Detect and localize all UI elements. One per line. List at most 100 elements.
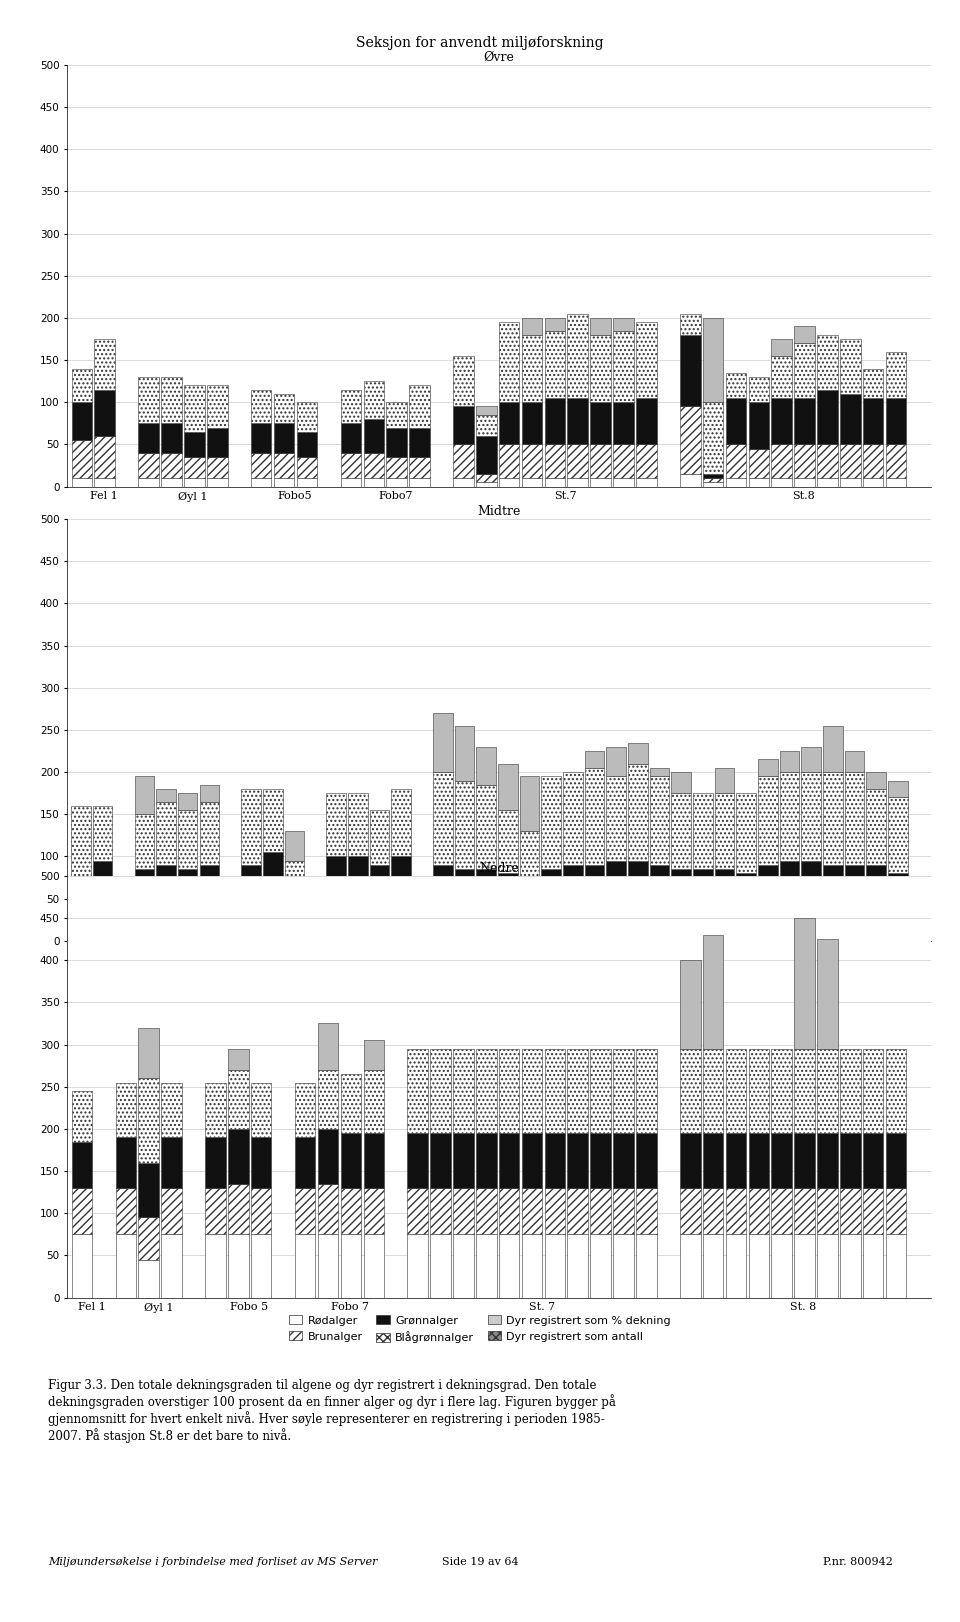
Bar [295, 1187, 316, 1234]
Bar [499, 402, 519, 444]
Bar [802, 746, 821, 772]
Bar [178, 793, 198, 809]
Bar [318, 1071, 338, 1129]
Bar [772, 355, 792, 397]
Bar [780, 915, 800, 941]
Bar [499, 1234, 519, 1298]
Bar [613, 1234, 634, 1298]
Bar [541, 777, 561, 869]
Bar [409, 428, 430, 457]
Bar [341, 1187, 361, 1234]
Bar [392, 856, 411, 912]
Bar [671, 869, 691, 915]
Bar [636, 1234, 657, 1298]
Bar [161, 478, 181, 487]
Bar [326, 856, 346, 912]
Bar [161, 376, 181, 423]
Bar [680, 960, 701, 1049]
Title: Midtre: Midtre [477, 504, 521, 517]
Bar [455, 780, 474, 869]
Bar [519, 882, 540, 915]
Bar [886, 1049, 906, 1134]
Bar [285, 925, 304, 941]
Bar [817, 389, 838, 444]
Bar [680, 313, 701, 334]
Bar [715, 767, 734, 793]
Bar [613, 1049, 634, 1134]
Bar [590, 1134, 611, 1187]
Bar [772, 444, 792, 478]
Bar [867, 772, 886, 788]
Bar [567, 397, 588, 444]
Bar [840, 1049, 860, 1134]
Bar [650, 865, 669, 915]
Bar [178, 809, 198, 869]
Bar [138, 423, 159, 453]
Bar [736, 873, 756, 915]
Bar [590, 444, 611, 478]
Bar [263, 912, 282, 941]
Bar [863, 1049, 883, 1134]
Bar [726, 397, 746, 444]
Bar [817, 1134, 838, 1187]
Bar [736, 793, 756, 873]
Bar [703, 1187, 724, 1234]
Bar [476, 407, 496, 415]
Bar [749, 402, 769, 449]
Bar [251, 453, 272, 478]
Bar [407, 1134, 428, 1187]
Bar [433, 915, 452, 941]
Bar [430, 1134, 451, 1187]
Bar [364, 1134, 384, 1187]
Bar [156, 912, 176, 941]
Bar [567, 444, 588, 478]
Bar [845, 865, 864, 915]
Bar [726, 1134, 746, 1187]
Bar [802, 772, 821, 861]
Bar [274, 423, 295, 453]
Bar [693, 793, 712, 869]
Bar [544, 1134, 565, 1187]
Bar [251, 423, 272, 453]
Bar [263, 852, 282, 912]
Bar [72, 368, 92, 402]
Bar [544, 1234, 565, 1298]
Bar [207, 386, 228, 428]
Bar [200, 865, 219, 912]
Bar [541, 915, 561, 941]
Bar [823, 865, 843, 915]
Bar [364, 478, 384, 487]
Bar [93, 806, 112, 861]
Bar [888, 798, 907, 873]
Bar [522, 1187, 542, 1234]
Bar [636, 478, 657, 487]
Bar [274, 394, 295, 423]
Bar [455, 869, 474, 915]
Bar [453, 407, 473, 444]
Bar [453, 1234, 473, 1298]
Bar [749, 376, 769, 402]
Text: Figur 3.3. Den totale dekningsgraden til algene og dyr registrert i dekningsgrad: Figur 3.3. Den totale dekningsgraden til… [48, 1379, 616, 1444]
Bar [476, 474, 496, 482]
Bar [671, 915, 691, 941]
Bar [680, 407, 701, 474]
Bar [285, 830, 304, 861]
Bar [476, 1187, 496, 1234]
Bar [772, 1234, 792, 1298]
Bar [161, 453, 181, 478]
Bar [794, 1234, 815, 1298]
Bar [544, 444, 565, 478]
Bar [886, 1234, 906, 1298]
Bar [794, 1134, 815, 1187]
Bar [476, 869, 496, 915]
Bar [726, 1234, 746, 1298]
Text: Seksjon for anvendt miljøforskning: Seksjon for anvendt miljøforskning [356, 36, 604, 50]
Bar [430, 1049, 451, 1134]
Bar [251, 389, 272, 423]
Bar [476, 915, 496, 941]
Bar [758, 759, 778, 777]
Bar [364, 1234, 384, 1298]
Bar [772, 397, 792, 444]
Bar [680, 1134, 701, 1187]
Bar [840, 444, 860, 478]
